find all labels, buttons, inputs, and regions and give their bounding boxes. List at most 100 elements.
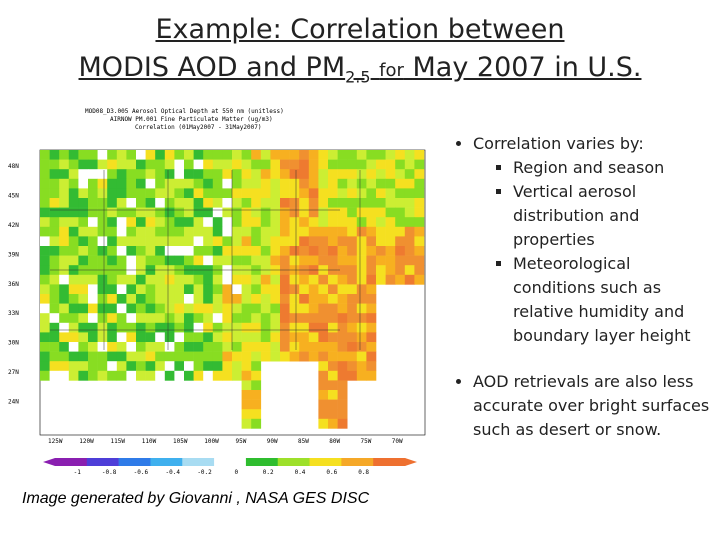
map-cell — [289, 178, 300, 189]
map-cell — [203, 207, 214, 218]
map-cell — [356, 150, 367, 160]
map-cell — [49, 226, 60, 237]
map-cell — [337, 418, 348, 429]
map-cell — [212, 294, 223, 304]
map-cell — [212, 159, 223, 170]
map-cell — [270, 332, 281, 343]
map-cell — [136, 236, 146, 247]
map-cell — [241, 284, 252, 295]
map-cell — [59, 207, 70, 218]
map-cell — [318, 274, 329, 285]
map-cell — [145, 217, 156, 228]
map-cell — [136, 188, 146, 199]
map-cell — [280, 236, 290, 247]
map-cell — [212, 226, 223, 237]
map-cell — [318, 361, 329, 372]
map-cell — [184, 207, 194, 218]
map-cell — [318, 198, 329, 208]
map-cell — [126, 178, 137, 189]
map-cell — [212, 322, 223, 333]
bullet-text: AOD retrievals are also less accurate ov… — [473, 372, 710, 439]
map-cell — [289, 255, 300, 266]
map-cell — [366, 246, 377, 256]
map-cell — [203, 236, 214, 247]
map-cell — [289, 207, 300, 218]
map-cell — [260, 226, 271, 237]
map-cell — [260, 284, 271, 295]
title-small: for — [379, 60, 404, 81]
map-cell — [193, 332, 204, 343]
map-cell — [414, 246, 425, 256]
map-cell — [126, 198, 137, 208]
map-cell — [222, 284, 233, 295]
map-cell — [222, 188, 233, 199]
map-cell — [356, 284, 367, 295]
map-cell — [318, 217, 329, 228]
map-cell — [136, 246, 146, 256]
map-cell — [385, 159, 396, 170]
map-cell — [289, 198, 300, 208]
map-cell — [251, 150, 262, 160]
map-cell — [203, 246, 214, 256]
map-cell — [328, 284, 338, 295]
map-cell — [116, 361, 127, 372]
map-cell — [222, 217, 233, 228]
map-cell — [280, 198, 290, 208]
map-cell — [366, 265, 377, 276]
title-line: MODIS AOD and PM2.5 for May 2007 in U.S. — [0, 52, 720, 86]
map-cell — [232, 150, 242, 160]
map-cell — [251, 284, 262, 295]
map-cell — [136, 361, 146, 372]
map-cell — [299, 169, 310, 180]
map-cell — [270, 236, 281, 247]
map-cell — [136, 294, 146, 304]
list: Correlation varies by: Region and seasonV… — [455, 132, 710, 442]
map-cell — [308, 217, 319, 228]
map-cell — [395, 188, 406, 199]
map-cell — [164, 150, 175, 160]
map-cell — [68, 313, 79, 324]
map-cell — [155, 246, 166, 256]
map-cell — [222, 370, 233, 381]
map-cell — [299, 342, 310, 352]
map-cell — [97, 207, 108, 218]
map-cell — [136, 159, 146, 170]
map-cell — [59, 342, 70, 352]
map-cell — [318, 418, 329, 429]
map-cell — [184, 274, 194, 285]
map-cell — [260, 313, 271, 324]
map-cell — [193, 284, 204, 295]
map-cell — [164, 169, 175, 180]
map-cell — [164, 198, 175, 208]
map-cell — [222, 169, 233, 180]
map-cell — [347, 351, 358, 362]
map-cell — [222, 342, 233, 352]
map-cell — [164, 255, 175, 266]
title-line: Example: Correlation between — [0, 14, 720, 45]
map-cell — [308, 207, 319, 218]
map-cell — [289, 284, 300, 295]
map-cell — [328, 409, 338, 420]
map-cell — [107, 274, 118, 285]
map-cell — [68, 284, 79, 295]
map-cell — [184, 217, 194, 228]
map-cell — [145, 303, 156, 314]
map-cell — [184, 159, 194, 170]
map-cell — [116, 169, 127, 180]
map-cell — [174, 284, 185, 295]
map-cell — [97, 284, 108, 295]
map-cell — [347, 284, 358, 295]
map-cell — [116, 322, 127, 333]
map-cell — [97, 322, 108, 333]
map-cell — [337, 188, 348, 199]
map-cell — [203, 198, 214, 208]
map-cell — [155, 159, 166, 170]
x-axis-label: 100W — [204, 438, 219, 445]
map-cell — [68, 332, 79, 343]
map-cell — [88, 370, 98, 381]
map-cell — [366, 159, 377, 170]
map-cell — [97, 188, 108, 199]
map-cell — [270, 342, 281, 352]
x-axis-label: 125W — [48, 438, 63, 445]
map-cell — [270, 188, 281, 199]
